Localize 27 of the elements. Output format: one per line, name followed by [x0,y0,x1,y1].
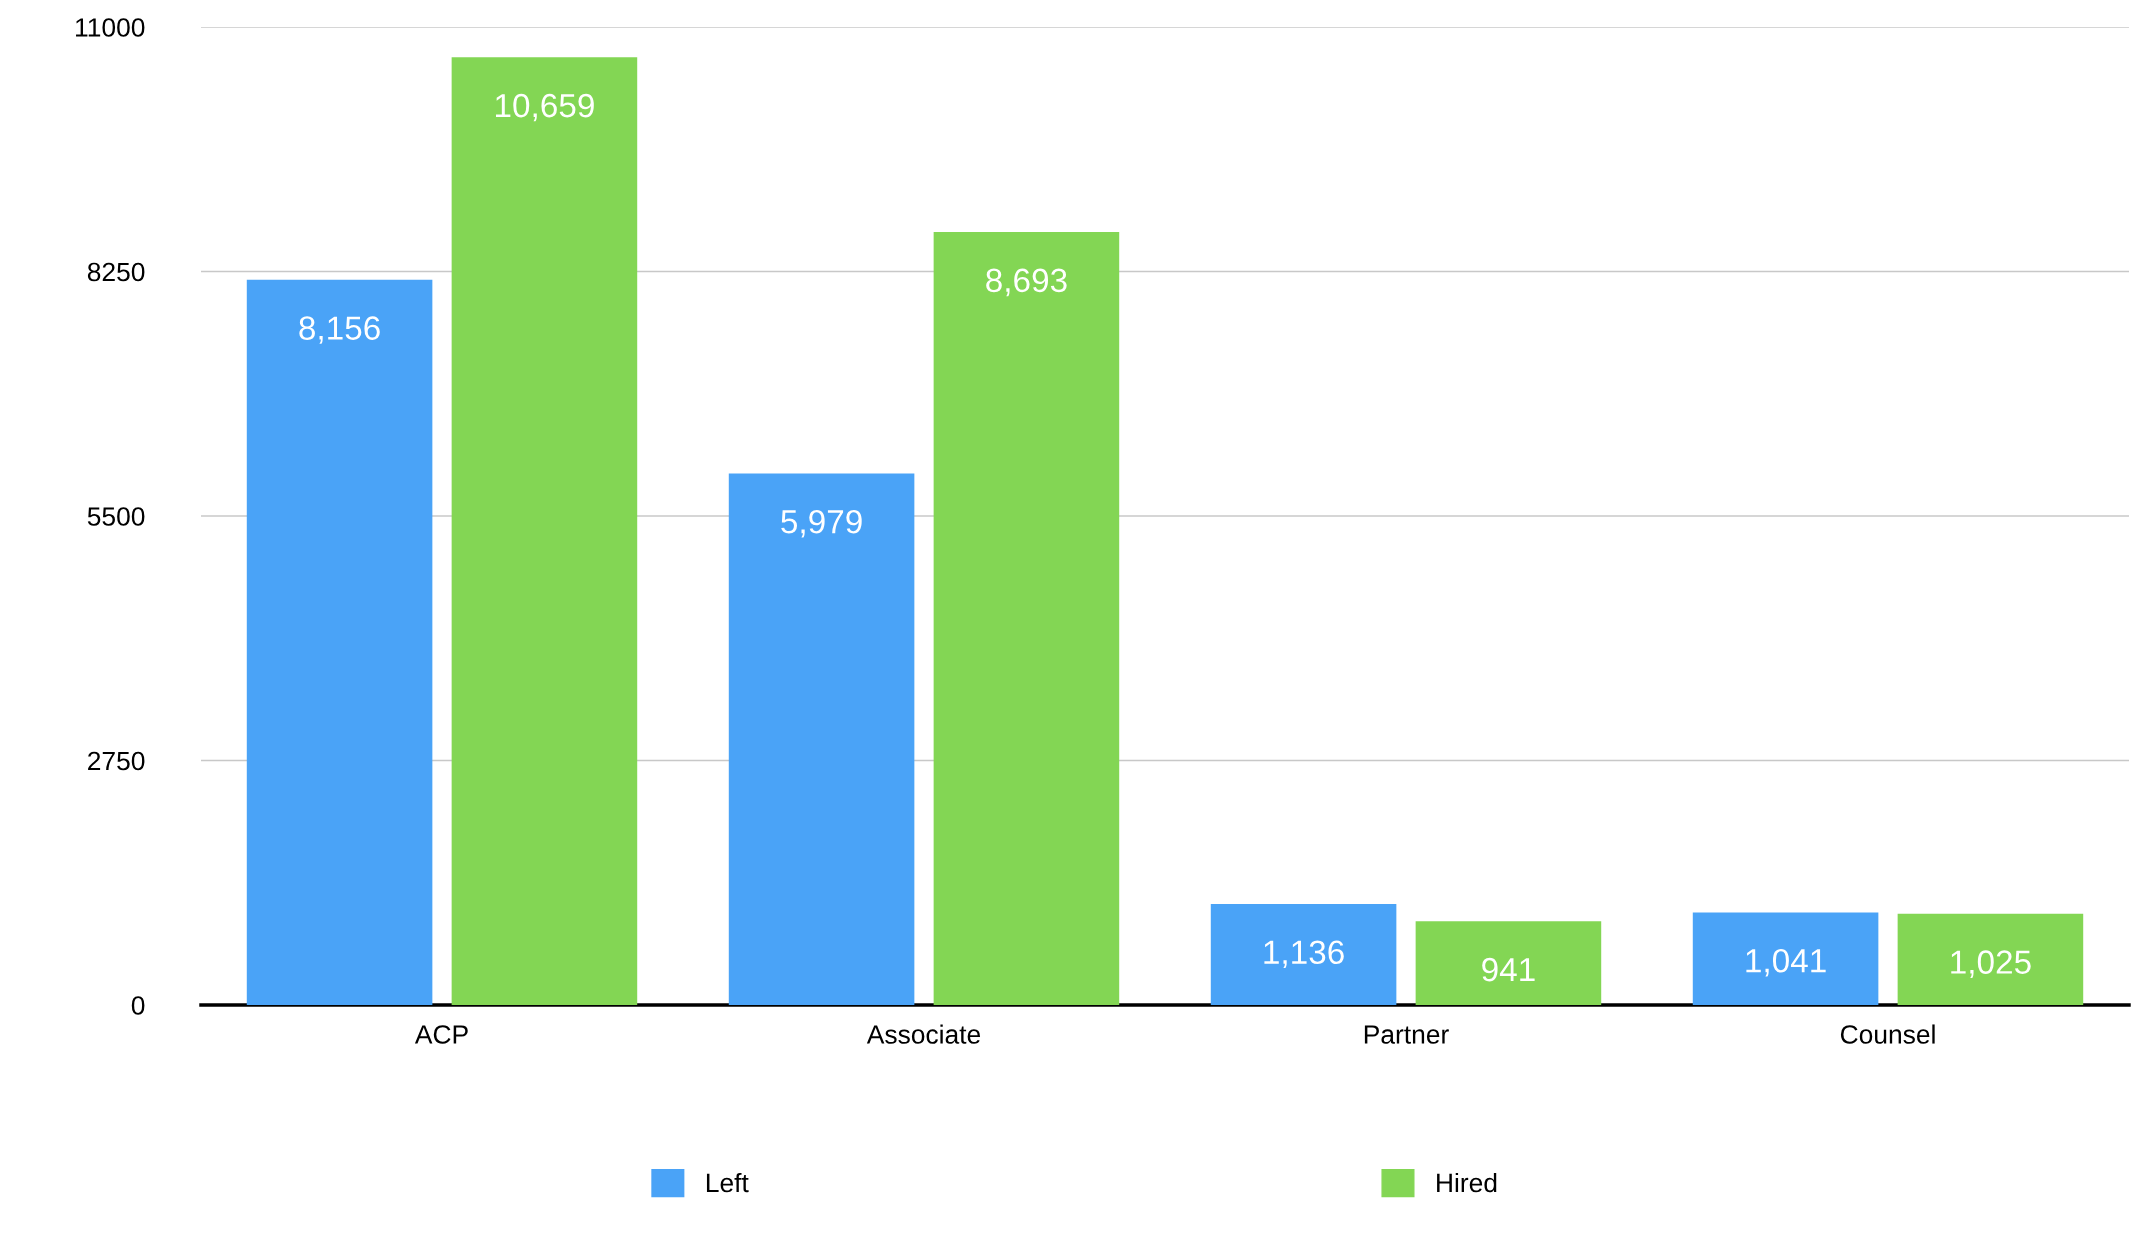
y-tick-label: 2750 [88,751,145,771]
y-tick-label: 5500 [87,507,145,526]
x-tick-label: Counsel [1840,1024,1935,1044]
data-label: 10,659 [496,93,594,122]
data-label: 8,693 [986,268,1067,297]
data-label: 1,025 [1951,950,2031,978]
bar [451,57,638,1005]
data-label: 1,041 [1746,948,1826,977]
bar [933,232,1120,1005]
y-tick-label: 11000 [76,18,145,37]
x-tick-label: Associate [866,1024,981,1044]
y-tick-label: 8250 [87,262,145,282]
bar [1415,921,1602,1005]
bar [1692,912,1879,1005]
y-tick-label: 0 [131,996,145,1015]
x-tick-label: ACP [414,1025,468,1044]
data-label: 5,979 [781,509,862,538]
legend-label: Left [706,1172,749,1193]
bar [246,279,433,1005]
bar [728,473,915,1005]
x-tick-label: Partner [1364,1025,1449,1044]
data-label: 1,136 [1264,940,1344,969]
bar [1210,904,1397,1005]
data-label: 8,156 [299,316,380,344]
legend-label: Hired [1437,1172,1497,1193]
data-label: 941 [1482,957,1535,982]
bar [1897,913,2084,1005]
